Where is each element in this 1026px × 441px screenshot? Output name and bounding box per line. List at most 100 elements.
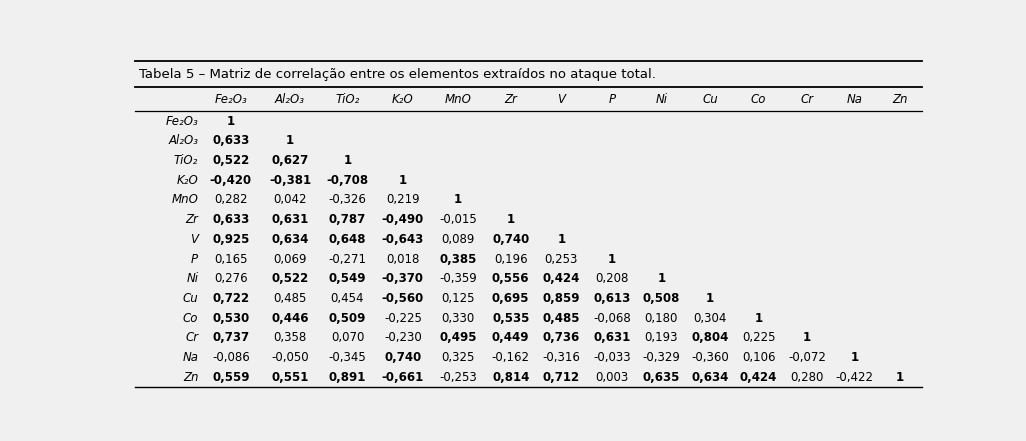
Text: 1: 1: [754, 312, 762, 325]
Text: 0,635: 0,635: [642, 371, 680, 384]
Text: -0,359: -0,359: [439, 272, 477, 285]
Text: 1: 1: [399, 174, 407, 187]
Text: 0,253: 0,253: [545, 253, 578, 265]
Text: -0,420: -0,420: [209, 174, 252, 187]
Text: 0,424: 0,424: [543, 272, 580, 285]
Text: 0,695: 0,695: [492, 292, 529, 305]
Text: 0,495: 0,495: [439, 331, 476, 344]
Text: Zr: Zr: [186, 213, 198, 226]
Text: 0,634: 0,634: [692, 371, 728, 384]
Text: Na: Na: [183, 351, 198, 364]
Text: 1: 1: [658, 272, 666, 285]
Text: 0,535: 0,535: [492, 312, 529, 325]
Text: 0,736: 0,736: [543, 331, 580, 344]
Text: -0,490: -0,490: [382, 213, 424, 226]
Text: K₂O: K₂O: [176, 174, 198, 187]
Text: 0,018: 0,018: [386, 253, 420, 265]
Text: 0,449: 0,449: [492, 331, 529, 344]
Text: 1: 1: [344, 154, 352, 167]
Text: 0,631: 0,631: [593, 331, 630, 344]
Text: 0,225: 0,225: [742, 331, 776, 344]
Text: -0,345: -0,345: [328, 351, 366, 364]
Text: -0,253: -0,253: [439, 371, 477, 384]
Text: 1: 1: [557, 233, 565, 246]
Text: -0,162: -0,162: [491, 351, 529, 364]
Text: -0,072: -0,072: [788, 351, 826, 364]
Text: -0,422: -0,422: [836, 371, 874, 384]
Text: 0,276: 0,276: [214, 272, 247, 285]
Text: -0,329: -0,329: [642, 351, 680, 364]
Text: 0,740: 0,740: [492, 233, 529, 246]
Text: P: P: [191, 253, 198, 265]
Text: -0,370: -0,370: [382, 272, 424, 285]
Text: MnO: MnO: [444, 93, 471, 105]
Text: Cu: Cu: [702, 93, 718, 105]
Text: 0,551: 0,551: [272, 371, 309, 384]
Text: 0,385: 0,385: [439, 253, 476, 265]
Text: 1: 1: [803, 331, 812, 344]
Text: Cr: Cr: [185, 331, 198, 344]
Text: 0,925: 0,925: [212, 233, 249, 246]
Text: Co: Co: [183, 312, 198, 325]
Text: 0,648: 0,648: [328, 233, 366, 246]
Text: Zr: Zr: [505, 93, 517, 105]
Text: 0,304: 0,304: [694, 312, 726, 325]
Text: -0,050: -0,050: [271, 351, 309, 364]
Text: 0,740: 0,740: [384, 351, 422, 364]
Text: 0,631: 0,631: [272, 213, 309, 226]
Text: 0,424: 0,424: [740, 371, 778, 384]
Text: V: V: [557, 93, 565, 105]
Text: 0,358: 0,358: [274, 331, 307, 344]
Text: 0,549: 0,549: [328, 272, 366, 285]
Text: K₂O: K₂O: [392, 93, 413, 105]
Text: 0,042: 0,042: [273, 194, 307, 206]
Text: -0,661: -0,661: [382, 371, 424, 384]
Text: -0,230: -0,230: [384, 331, 422, 344]
Text: Zn: Zn: [183, 371, 198, 384]
Text: Co: Co: [751, 93, 766, 105]
Text: 0,522: 0,522: [212, 154, 249, 167]
Text: -0,316: -0,316: [543, 351, 580, 364]
Text: 0,125: 0,125: [441, 292, 474, 305]
Text: Tabela 5 – Matriz de correlação entre os elementos extraídos no ataque total.: Tabela 5 – Matriz de correlação entre os…: [139, 67, 656, 81]
Text: 0,106: 0,106: [742, 351, 776, 364]
Text: Zn: Zn: [893, 93, 908, 105]
Text: 0,325: 0,325: [441, 351, 474, 364]
Text: TiO₂: TiO₂: [336, 93, 360, 105]
Text: 0,633: 0,633: [212, 135, 249, 147]
Text: Ni: Ni: [187, 272, 198, 285]
Text: Fe₂O₃: Fe₂O₃: [214, 93, 247, 105]
Text: 1: 1: [227, 115, 235, 128]
Text: -0,643: -0,643: [382, 233, 424, 246]
Text: TiO₂: TiO₂: [174, 154, 198, 167]
Text: 0,193: 0,193: [644, 331, 678, 344]
Text: 0,891: 0,891: [328, 371, 366, 384]
Text: -0,708: -0,708: [326, 174, 368, 187]
Text: 0,859: 0,859: [543, 292, 580, 305]
Text: -0,271: -0,271: [328, 253, 366, 265]
Text: 1: 1: [453, 194, 462, 206]
Text: 0,485: 0,485: [543, 312, 580, 325]
Text: -0,033: -0,033: [593, 351, 631, 364]
Text: 0,454: 0,454: [330, 292, 364, 305]
Text: 0,180: 0,180: [644, 312, 678, 325]
Text: 0,280: 0,280: [790, 371, 824, 384]
Text: 0,633: 0,633: [212, 213, 249, 226]
Text: 0,509: 0,509: [328, 312, 366, 325]
Text: -0,560: -0,560: [382, 292, 424, 305]
Text: 0,196: 0,196: [494, 253, 527, 265]
Text: 1: 1: [851, 351, 859, 364]
Text: V: V: [190, 233, 198, 246]
Text: 0,530: 0,530: [212, 312, 249, 325]
Text: -0,086: -0,086: [212, 351, 249, 364]
Text: 0,446: 0,446: [271, 312, 309, 325]
Text: 1: 1: [286, 135, 294, 147]
Text: Al₂O₃: Al₂O₃: [168, 135, 198, 147]
Text: 0,737: 0,737: [212, 331, 249, 344]
Text: -0,015: -0,015: [439, 213, 477, 226]
Text: 0,556: 0,556: [492, 272, 529, 285]
Text: 0,508: 0,508: [642, 292, 680, 305]
Text: -0,381: -0,381: [269, 174, 311, 187]
Text: Na: Na: [846, 93, 863, 105]
Text: 0,627: 0,627: [272, 154, 309, 167]
